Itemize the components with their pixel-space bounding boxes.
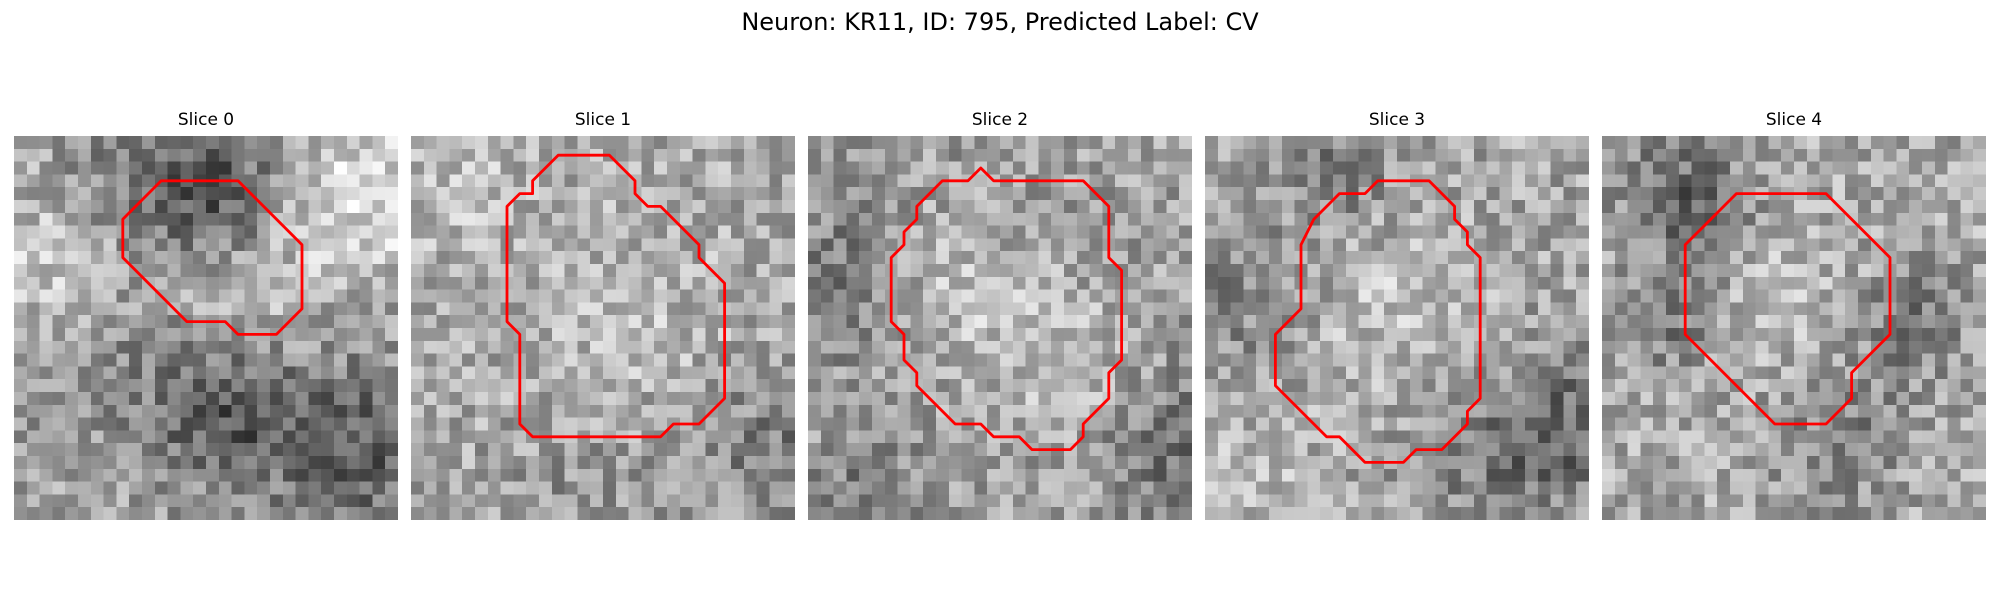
voxel-grid (14, 136, 398, 520)
slice-image (14, 136, 398, 520)
roi-contour (889, 166, 1124, 452)
slice-image (1205, 136, 1589, 520)
voxel-grid (1602, 136, 1986, 520)
slice-panel-2: Slice 2 (808, 108, 1192, 520)
voxel-grid (808, 136, 1192, 520)
slice-image (411, 136, 795, 520)
voxel-grid (411, 136, 795, 520)
roi-contour (121, 179, 304, 336)
slice-title: Slice 4 (1765, 110, 1823, 130)
slice-panel-0: Slice 0 (14, 108, 398, 520)
slice-image (808, 136, 1192, 520)
slice-title: Slice 3 (1368, 110, 1426, 130)
roi-contour (1683, 192, 1892, 426)
slice-panel-3: Slice 3 (1205, 108, 1589, 520)
slice-image (1602, 136, 1986, 520)
voxel-grid (1205, 136, 1589, 520)
slice-title: Slice 2 (971, 110, 1029, 130)
slice-title: Slice 1 (574, 110, 632, 130)
slice-panel-4: Slice 4 (1602, 108, 1986, 520)
roi-contour (505, 153, 727, 439)
figure-title: Neuron: KR11, ID: 795, Predicted Label: … (741, 8, 1259, 36)
slice-panel-1: Slice 1 (411, 108, 795, 520)
roi-contour (1273, 179, 1482, 464)
slice-title: Slice 0 (177, 110, 235, 130)
